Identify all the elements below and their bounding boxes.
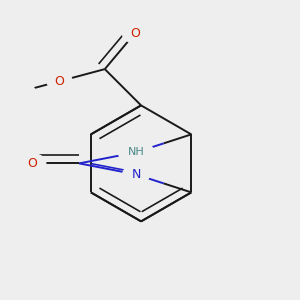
Ellipse shape <box>47 71 72 91</box>
Text: O: O <box>130 27 140 40</box>
Ellipse shape <box>2 82 36 102</box>
Ellipse shape <box>118 141 154 164</box>
Text: O: O <box>55 75 64 88</box>
Ellipse shape <box>19 154 46 173</box>
Text: NH: NH <box>128 147 145 157</box>
Text: O: O <box>27 157 37 170</box>
Ellipse shape <box>122 23 147 43</box>
Text: N: N <box>131 168 141 181</box>
Ellipse shape <box>123 165 149 184</box>
